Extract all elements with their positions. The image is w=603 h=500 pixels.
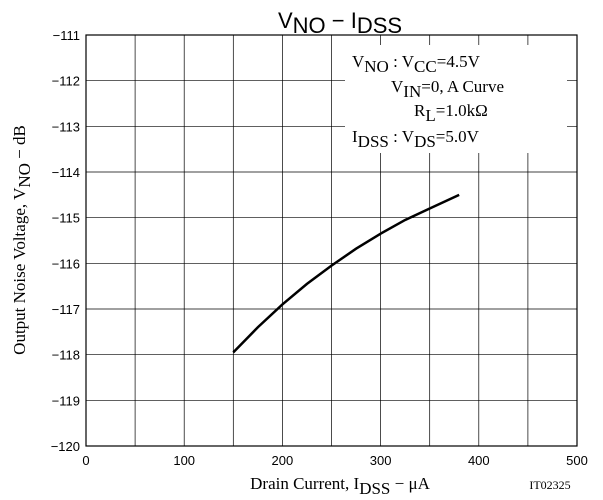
y-tick-label: −116: [52, 256, 80, 271]
subscript: CC: [414, 57, 437, 76]
y-tick-label: −120: [51, 439, 80, 454]
y-tick-label: −115: [52, 211, 80, 226]
y-tick-label: −111: [53, 28, 80, 43]
text-part: − I: [326, 8, 357, 33]
text-part: V: [391, 77, 404, 96]
x-axis-label: Drain Current, IDSS − μA: [250, 474, 430, 498]
x-tick-label: 0: [82, 453, 89, 468]
subscript: DS: [414, 132, 436, 151]
text-part: V: [352, 52, 365, 71]
x-tick-label: 100: [173, 453, 195, 468]
y-tick-label: −114: [52, 165, 80, 180]
subscript: NO: [293, 13, 326, 38]
y-axis-label: Output Noise Voltage, VNO − dB: [10, 125, 34, 355]
subscript: DSS: [359, 479, 390, 498]
text-part: =4.5V: [437, 52, 481, 71]
y-tick-label: −112: [52, 74, 80, 89]
text-part: =1.0kΩ: [436, 101, 488, 120]
y-tick-label: −117: [52, 302, 80, 317]
x-tick-label: 300: [370, 453, 392, 468]
text-part: R: [414, 101, 426, 120]
text-part: =5.0V: [436, 127, 480, 146]
text-part: =0, A Curve: [421, 77, 504, 96]
y-tick-label: −118: [52, 348, 80, 363]
figure-code: IT02325: [529, 478, 570, 492]
text-part: Drain Current, I: [250, 474, 359, 493]
y-tick-label: −119: [52, 393, 80, 408]
annotation: IDSS : VDS=5.0V: [352, 127, 480, 151]
subscript: DSS: [357, 13, 402, 38]
text-part: Output Noise Voltage, V: [10, 187, 29, 355]
subscript: NO: [15, 163, 34, 188]
annotation: RL=1.0kΩ: [414, 101, 488, 125]
plot-frame: [85, 34, 578, 447]
text-part: : V: [389, 52, 415, 71]
x-tick-label: 200: [272, 453, 294, 468]
text-part: I: [352, 127, 358, 146]
text-part: − dB: [10, 125, 29, 163]
annotation-box: [345, 45, 567, 153]
text-part: : V: [389, 127, 415, 146]
x-tick-label: 400: [468, 453, 490, 468]
subscript: L: [425, 106, 435, 125]
y-tick-label: −113: [52, 119, 80, 134]
subscript: NO: [364, 57, 389, 76]
annotation: VIN=0, A Curve: [391, 77, 504, 101]
chart-title: VNO − IDSS: [278, 8, 402, 38]
data-line: [232, 193, 460, 354]
subscript: IN: [403, 82, 421, 101]
text-part: V: [278, 8, 293, 33]
text-part: − μA: [390, 474, 430, 493]
annotation: VNO : VCC=4.5V: [352, 52, 481, 76]
subscript: DSS: [358, 132, 389, 151]
x-tick-label: 500: [566, 453, 588, 468]
